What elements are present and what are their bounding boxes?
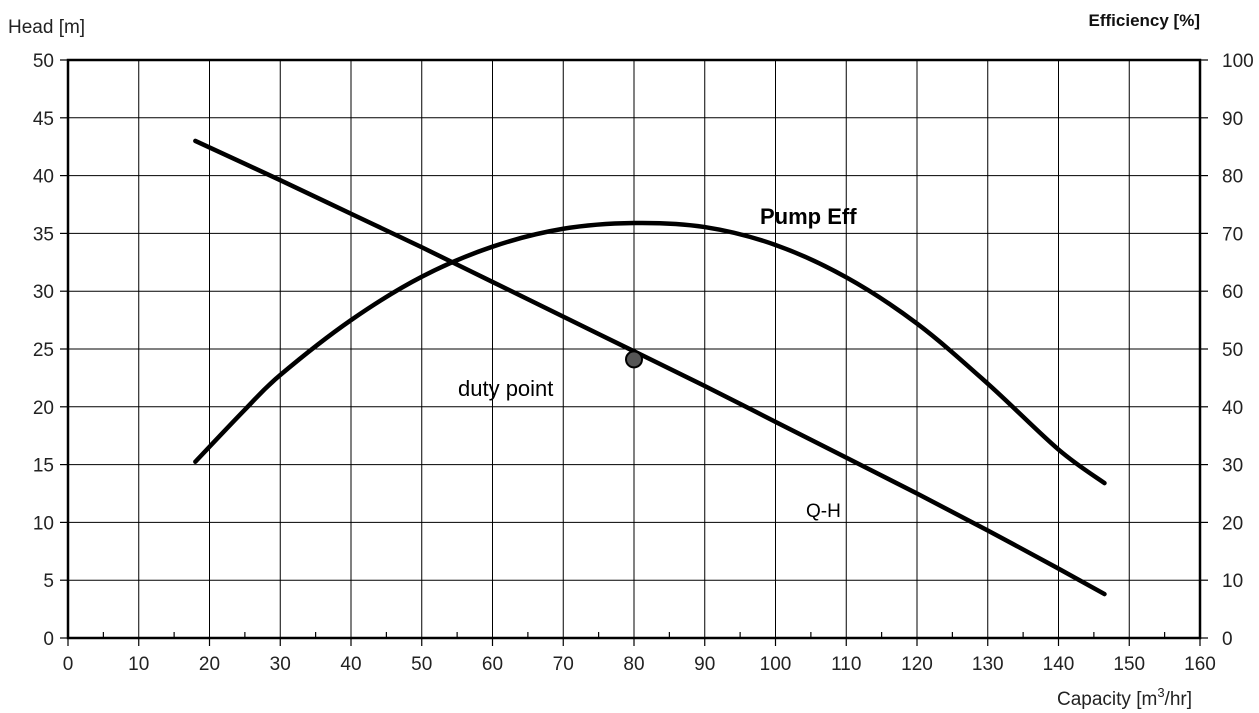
y-left-tick-label: 25 xyxy=(33,340,54,361)
x-tick-label: 50 xyxy=(411,654,432,675)
pump-eff-label: Pump Eff xyxy=(760,204,857,229)
x-tick-label: 0 xyxy=(63,654,74,675)
x-tick-label: 80 xyxy=(623,654,644,675)
y-right-tick-label: 90 xyxy=(1222,109,1243,130)
y-right-tick-label: 30 xyxy=(1222,456,1243,477)
y-left-axis-title: Head [m] xyxy=(8,17,85,38)
y-left-tick-label: 45 xyxy=(33,109,54,130)
x-axis-title-suffix: /hr] xyxy=(1165,689,1192,710)
x-tick-label: 160 xyxy=(1184,654,1216,675)
y-left-tick-labels: 0 5 10 15 20 25 30 35 40 45 50 xyxy=(33,51,54,650)
x-tick-label: 140 xyxy=(1043,654,1075,675)
y-left-tick-label: 30 xyxy=(33,282,54,303)
y-left-tick-label: 50 xyxy=(33,51,54,72)
x-tick-label: 110 xyxy=(831,654,861,675)
y-right-tick-label: 50 xyxy=(1222,340,1243,361)
x-tick-label: 20 xyxy=(199,654,220,675)
grid-lines xyxy=(60,59,1208,646)
plot-frame xyxy=(66,58,1202,640)
y-left-tick-label: 5 xyxy=(43,571,54,592)
x-minor-ticks xyxy=(102,632,1166,638)
y-right-tick-label: 10 xyxy=(1222,571,1243,592)
marked-points xyxy=(625,350,643,369)
y-left-tick-label: 40 xyxy=(33,167,54,188)
y-right-tick-label: 70 xyxy=(1222,224,1243,245)
y-left-tick-label: 0 xyxy=(43,629,54,650)
x-tick-label: 60 xyxy=(482,654,503,675)
y-right-tick-label: 40 xyxy=(1222,398,1243,419)
duty-point-marker xyxy=(625,350,643,369)
y-right-axis-title: Efficiency [%] xyxy=(1089,11,1200,30)
x-tick-label: 70 xyxy=(553,654,574,675)
y-left-tick-label: 35 xyxy=(33,224,54,245)
x-axis-title-superscript: 3 xyxy=(1157,685,1164,700)
curves xyxy=(193,138,1107,597)
x-tick-label: 150 xyxy=(1113,654,1145,675)
x-tick-labels: 0 10 20 30 40 50 60 70 80 90 100 110 120 130 140 150 160 xyxy=(63,654,1216,675)
y-right-tick-labels: 0 10 20 30 40 50 60 70 80 90 100 xyxy=(1222,51,1254,650)
pump-eff-curve xyxy=(193,220,1107,486)
y-right-tick-label: 100 xyxy=(1222,51,1254,72)
x-tick-label: 40 xyxy=(340,654,361,675)
x-tick-label: 120 xyxy=(901,654,933,675)
y-left-tick-label: 15 xyxy=(33,456,54,477)
x-tick-label: 30 xyxy=(270,654,291,675)
x-axis-title: Capacity [m3/hr] xyxy=(1057,685,1192,710)
x-axis-title-main: Capacity [m xyxy=(1057,689,1157,710)
y-right-tick-label: 20 xyxy=(1222,513,1243,534)
qh-label: Q-H xyxy=(806,501,841,522)
y-right-tick-label: 80 xyxy=(1222,167,1243,188)
y-left-tick-label: 20 xyxy=(33,398,54,419)
x-tick-label: 100 xyxy=(760,654,792,675)
x-tick-label: 10 xyxy=(128,654,149,675)
y-right-tick-label: 0 xyxy=(1222,629,1233,650)
q-h-curve xyxy=(193,138,1107,597)
x-tick-label: 130 xyxy=(972,654,1004,675)
y-right-tick-label: 60 xyxy=(1222,282,1243,303)
y-left-tick-label: 10 xyxy=(33,513,54,534)
x-tick-label: 90 xyxy=(694,654,715,675)
duty-point-label: duty point xyxy=(458,376,553,401)
